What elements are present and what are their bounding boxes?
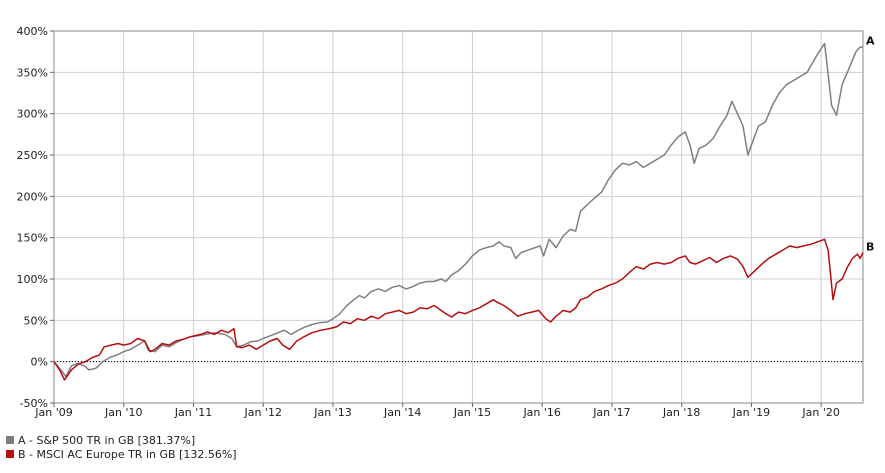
x-tick-label: Jan '15	[453, 406, 491, 419]
end-label-b: B	[866, 241, 874, 254]
y-tick-label: -50%	[20, 397, 48, 410]
x-axis: Jan '09 Jan '10 Jan '11 Jan '12 Jan '13 Jan '…	[34, 403, 840, 419]
y-tick-label: 300%	[17, 108, 48, 121]
y-tick-label: 100%	[17, 273, 48, 286]
legend-item-b: B - MSCI AC Europe TR in GB [132.56%]	[6, 448, 237, 461]
x-tick-label: Jan '20	[801, 406, 839, 419]
x-tick-label: Jan '14	[383, 406, 421, 419]
y-tick-label: 400%	[17, 25, 48, 38]
x-tick-label: Jan '11	[174, 406, 212, 419]
x-tick-label: Jan '16	[522, 406, 560, 419]
x-tick-label: Jan '12	[243, 406, 281, 419]
y-tick-label: 250%	[17, 149, 48, 162]
x-tick-label: Jan '19	[732, 406, 770, 419]
y-tick-label: 350%	[17, 66, 48, 79]
x-tick-label: Jan '13	[313, 406, 351, 419]
y-tick-label: 150%	[17, 232, 48, 245]
grid	[53, 30, 863, 404]
end-labels: AB	[866, 35, 875, 254]
y-axis: -50% 0% 50% 100% 150% 200% 250% 300% 350% 400%	[17, 25, 54, 410]
legend-item-a: A - S&P 500 TR in GB [381.37%]	[6, 434, 195, 447]
series-lines	[53, 42, 864, 381]
end-label-a: A	[866, 35, 875, 48]
x-tick-label: Jan '17	[592, 406, 630, 419]
legend-label-b: B - MSCI AC Europe TR in GB [132.56%]	[18, 448, 237, 461]
legend-label-a: A - S&P 500 TR in GB [381.37%]	[18, 434, 196, 447]
legend-swatch-a	[6, 436, 14, 444]
y-tick-label: 200%	[17, 190, 48, 203]
y-tick-label: 50%	[24, 314, 48, 327]
x-tick-label: Jan '09	[34, 406, 72, 419]
plot-frame	[53, 30, 864, 404]
x-tick-label: Jan '10	[104, 406, 142, 419]
legend-swatch-b	[6, 450, 14, 458]
series-line-a	[53, 42, 864, 378]
series-line-b	[53, 238, 864, 381]
y-tick-label: 0%	[31, 356, 48, 369]
x-tick-label: Jan '18	[662, 406, 700, 419]
